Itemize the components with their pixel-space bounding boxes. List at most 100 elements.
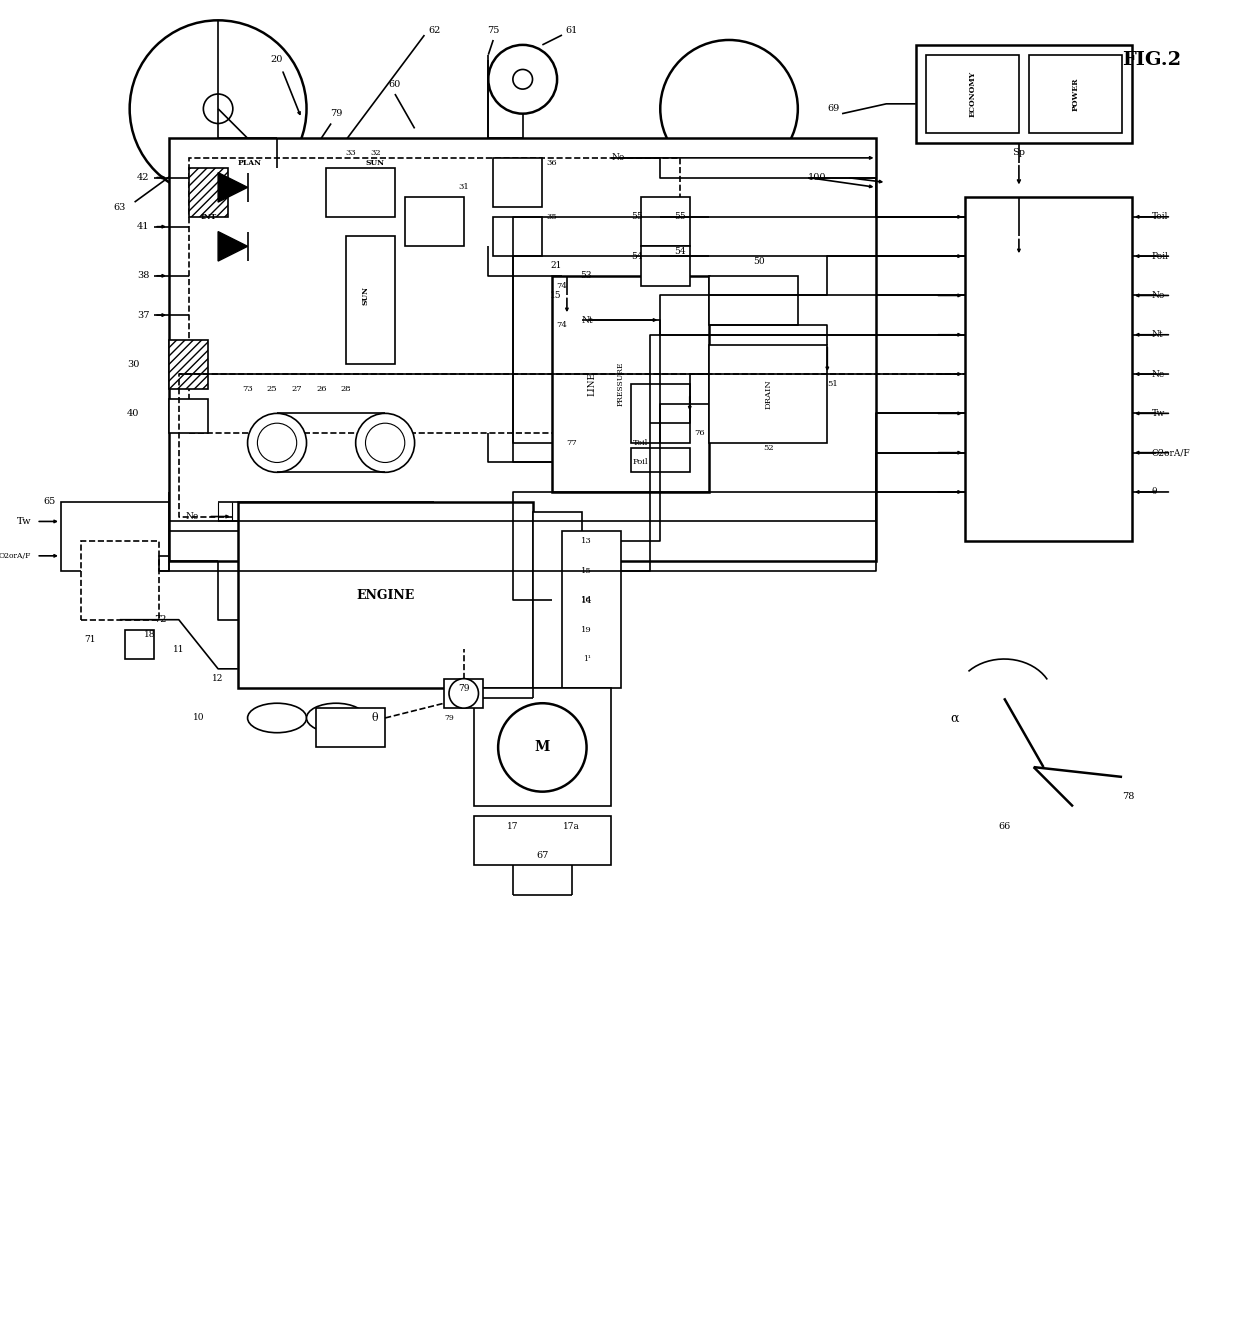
Bar <box>316 708 386 748</box>
Text: 67: 67 <box>536 851 548 860</box>
Text: 10: 10 <box>192 714 205 723</box>
Circle shape <box>537 629 567 660</box>
Text: POWER: POWER <box>1071 78 1079 111</box>
Text: 54: 54 <box>675 247 686 256</box>
Circle shape <box>449 679 479 708</box>
Text: 31: 31 <box>459 183 469 191</box>
Circle shape <box>265 431 289 455</box>
Text: 33: 33 <box>346 149 356 157</box>
Text: α: α <box>951 711 960 724</box>
Text: 77: 77 <box>567 439 577 447</box>
Bar <box>188 158 680 433</box>
Bar <box>474 816 611 865</box>
Bar <box>474 689 611 806</box>
Text: SUN: SUN <box>366 158 384 166</box>
Circle shape <box>537 595 567 625</box>
Text: 15: 15 <box>551 291 562 299</box>
Text: 28: 28 <box>341 385 351 393</box>
Text: 11: 11 <box>174 645 185 654</box>
Text: 17a: 17a <box>563 822 580 831</box>
Text: 72: 72 <box>154 615 166 624</box>
Text: LINE: LINE <box>587 372 596 396</box>
Bar <box>169 138 877 561</box>
Text: 21: 21 <box>551 261 562 270</box>
Text: ENGINE: ENGINE <box>356 588 414 601</box>
Text: SUN: SUN <box>362 286 370 305</box>
Text: PLAN: PLAN <box>238 158 262 166</box>
Bar <box>346 236 396 364</box>
Text: 54: 54 <box>631 252 642 261</box>
Text: 73: 73 <box>242 385 253 393</box>
Bar <box>326 168 396 216</box>
Bar <box>125 629 154 660</box>
Ellipse shape <box>248 703 306 732</box>
Bar <box>641 197 689 247</box>
Text: 79: 79 <box>444 714 454 721</box>
Text: 15: 15 <box>582 567 591 575</box>
Text: 55: 55 <box>675 212 686 222</box>
Circle shape <box>537 526 567 555</box>
Text: 52: 52 <box>763 443 774 451</box>
Bar <box>709 344 827 443</box>
Text: 66: 66 <box>998 822 1011 831</box>
Bar <box>444 679 484 708</box>
Text: 41: 41 <box>136 222 149 231</box>
Bar <box>494 216 542 256</box>
Text: Toil: Toil <box>1152 212 1168 222</box>
Circle shape <box>203 94 233 124</box>
Text: No: No <box>1152 291 1164 299</box>
Text: Nt: Nt <box>582 315 593 324</box>
Bar <box>925 54 1019 133</box>
Text: O2orA/F: O2orA/F <box>0 551 31 559</box>
Text: 14: 14 <box>580 596 593 604</box>
Text: 74: 74 <box>557 282 568 290</box>
Circle shape <box>258 423 296 463</box>
Text: DRAIN: DRAIN <box>764 379 773 409</box>
Text: 55: 55 <box>631 212 642 222</box>
Bar <box>296 144 341 178</box>
Text: Nt: Nt <box>1152 330 1163 339</box>
Text: 25: 25 <box>267 385 278 393</box>
Circle shape <box>537 561 567 590</box>
Bar <box>562 532 621 689</box>
Bar <box>1029 54 1122 133</box>
Text: PRESSURE: PRESSURE <box>618 361 625 406</box>
Text: 78: 78 <box>1122 793 1135 801</box>
Text: 79: 79 <box>330 109 342 119</box>
Circle shape <box>660 40 797 178</box>
Bar <box>916 45 1132 144</box>
Text: 27: 27 <box>291 385 303 393</box>
Text: θ: θ <box>372 714 378 723</box>
Text: 40: 40 <box>128 409 139 418</box>
Circle shape <box>366 423 404 463</box>
Polygon shape <box>218 173 248 202</box>
Text: Poil: Poil <box>1152 252 1168 261</box>
Ellipse shape <box>306 703 366 732</box>
Text: 36: 36 <box>547 158 558 166</box>
Text: 76: 76 <box>694 429 704 437</box>
Circle shape <box>248 413 306 472</box>
Text: 26: 26 <box>316 385 326 393</box>
Text: FIG.2: FIG.2 <box>1122 50 1182 69</box>
Text: 69: 69 <box>827 104 839 113</box>
Bar <box>965 197 1132 541</box>
Bar <box>641 247 689 286</box>
Text: M: M <box>534 740 551 754</box>
Text: 20: 20 <box>270 55 283 65</box>
Text: 16: 16 <box>582 596 591 604</box>
Bar <box>169 340 208 389</box>
Bar <box>709 276 797 324</box>
Text: 18: 18 <box>144 630 155 638</box>
Bar <box>188 168 228 216</box>
Text: Poil: Poil <box>632 459 649 467</box>
Text: Ne: Ne <box>1152 369 1164 379</box>
Text: Toil: Toil <box>632 439 649 447</box>
Circle shape <box>489 45 557 113</box>
Polygon shape <box>218 232 248 261</box>
Text: 100: 100 <box>808 173 827 182</box>
Circle shape <box>498 703 587 791</box>
Bar <box>81 541 159 620</box>
Bar <box>494 158 542 207</box>
Text: 63: 63 <box>114 203 126 211</box>
Text: 65: 65 <box>43 497 56 506</box>
